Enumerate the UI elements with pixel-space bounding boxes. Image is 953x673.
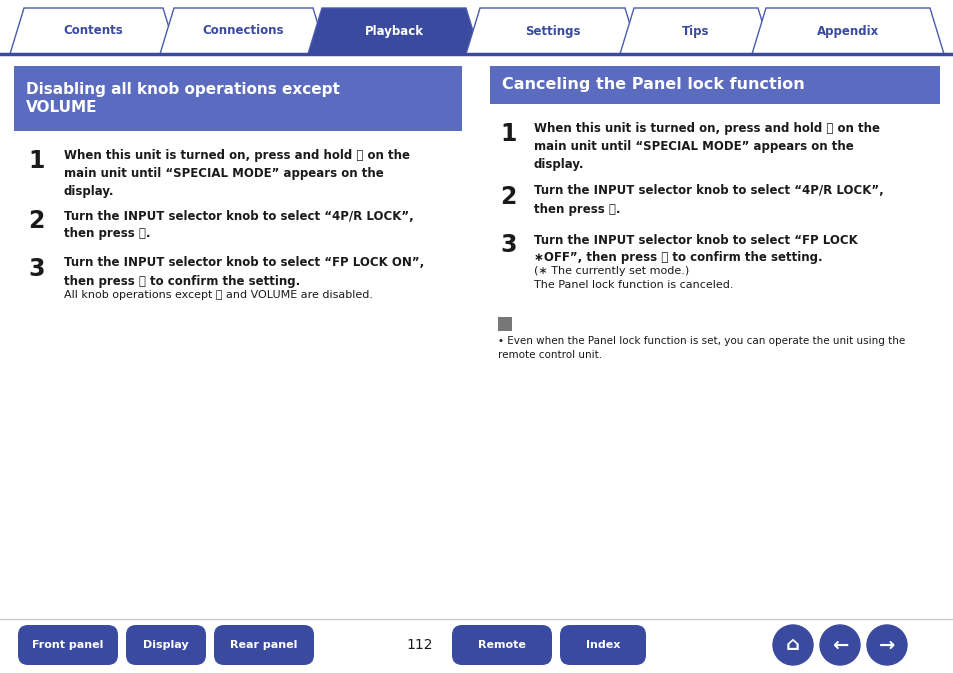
Text: Turn the INPUT selector knob to select “4P/R LOCK”,
then press ⏻.: Turn the INPUT selector knob to select “…	[534, 184, 882, 215]
Circle shape	[820, 625, 859, 665]
Circle shape	[866, 625, 906, 665]
Text: ←: ←	[831, 635, 847, 655]
FancyBboxPatch shape	[213, 625, 314, 665]
Bar	[14, 66, 461, 131]
Polygon shape	[160, 8, 327, 54]
Text: Turn the INPUT selector knob to select “FP LOCK ON”,
then press ⏻ to confirm the: Turn the INPUT selector knob to select “…	[64, 256, 424, 287]
FancyBboxPatch shape	[18, 625, 118, 665]
Text: When this unit is turned on, press and hold ⏻ on the
main unit until “SPECIAL MO: When this unit is turned on, press and h…	[534, 122, 879, 171]
Polygon shape	[465, 8, 639, 54]
Bar	[497, 316, 512, 330]
Text: Connections: Connections	[203, 24, 284, 38]
Text: Tips: Tips	[681, 24, 709, 38]
Text: 2: 2	[499, 184, 516, 209]
Text: Index: Index	[585, 640, 619, 650]
Polygon shape	[619, 8, 771, 54]
Text: →: →	[878, 635, 894, 655]
Circle shape	[772, 625, 812, 665]
Text: Canceling the Panel lock function: Canceling the Panel lock function	[501, 77, 804, 92]
Text: Turn the INPUT selector knob to select “FP LOCK
∗OFF”, then press ⏻ to confirm t: Turn the INPUT selector knob to select “…	[534, 234, 857, 264]
FancyBboxPatch shape	[559, 625, 645, 665]
FancyBboxPatch shape	[126, 625, 206, 665]
Text: Appendix: Appendix	[816, 24, 879, 38]
Text: Turn the INPUT selector knob to select “4P/R LOCK”,
then press ⏻.: Turn the INPUT selector knob to select “…	[64, 209, 414, 240]
FancyBboxPatch shape	[452, 625, 552, 665]
Text: Remote: Remote	[477, 640, 525, 650]
Text: Display: Display	[143, 640, 189, 650]
Polygon shape	[10, 8, 177, 54]
Text: 2: 2	[28, 209, 45, 234]
Text: Disabling all knob operations except
VOLUME: Disabling all knob operations except VOL…	[26, 81, 339, 115]
Text: 1: 1	[28, 149, 45, 173]
Text: Front panel: Front panel	[32, 640, 104, 650]
Text: • Even when the Panel lock function is set, you can operate the unit using the
r: • Even when the Panel lock function is s…	[497, 336, 904, 359]
Text: (∗ The currently set mode.): (∗ The currently set mode.)	[534, 267, 688, 277]
Bar	[490, 66, 939, 104]
Text: 1: 1	[499, 122, 516, 146]
Text: 112: 112	[406, 638, 433, 652]
Text: When this unit is turned on, press and hold ⏻ on the
main unit until “SPECIAL MO: When this unit is turned on, press and h…	[64, 149, 410, 198]
Text: ⌂: ⌂	[785, 635, 800, 655]
Text: Settings: Settings	[524, 24, 579, 38]
Text: The Panel lock function is canceled.: The Panel lock function is canceled.	[534, 281, 733, 291]
Text: All knob operations except ⏻ and VOLUME are disabled.: All knob operations except ⏻ and VOLUME …	[64, 289, 373, 299]
Polygon shape	[308, 8, 479, 54]
Text: 3: 3	[499, 234, 516, 258]
Text: 3: 3	[28, 256, 45, 281]
Text: Playback: Playback	[364, 24, 423, 38]
Text: Contents: Contents	[64, 24, 123, 38]
Polygon shape	[751, 8, 943, 54]
Text: Rear panel: Rear panel	[230, 640, 297, 650]
